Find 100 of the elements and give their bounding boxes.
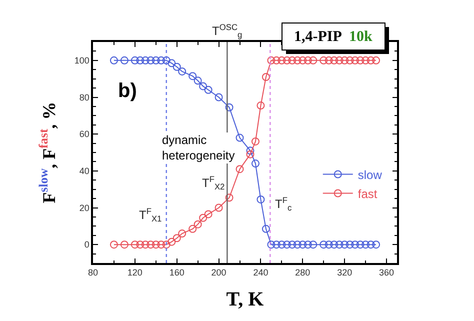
point xyxy=(330,56,338,64)
x-axis-title: T, K xyxy=(226,288,264,311)
point xyxy=(130,56,139,64)
point xyxy=(272,56,280,64)
point xyxy=(362,240,370,249)
point xyxy=(152,56,160,64)
point xyxy=(204,86,212,94)
point xyxy=(267,240,276,249)
point xyxy=(346,240,354,249)
point xyxy=(120,240,128,249)
y-tick-label: 40 xyxy=(79,166,90,176)
point xyxy=(272,240,280,249)
x-tick-label: 320 xyxy=(337,268,352,278)
x-tick-label: 200 xyxy=(211,268,226,278)
point xyxy=(157,56,166,64)
point xyxy=(256,195,265,204)
point xyxy=(293,56,302,64)
point xyxy=(168,59,176,68)
point xyxy=(262,224,270,233)
point xyxy=(288,56,296,64)
point xyxy=(282,56,291,64)
x-tick-label: 240 xyxy=(253,268,268,278)
point xyxy=(236,134,244,142)
legend-label: fast xyxy=(358,186,378,201)
y-tick-label: 0 xyxy=(84,240,90,250)
point xyxy=(324,240,333,249)
chart-title: 1,4-PIP xyxy=(294,29,342,45)
point xyxy=(178,67,186,76)
point xyxy=(214,93,223,102)
point xyxy=(293,240,302,249)
x-tick-label: 120 xyxy=(127,268,142,278)
point xyxy=(304,56,312,64)
point xyxy=(298,56,307,64)
point xyxy=(188,224,197,233)
point xyxy=(278,240,286,249)
point xyxy=(304,240,312,249)
point xyxy=(366,240,375,249)
point xyxy=(168,238,176,246)
point xyxy=(372,240,380,249)
y-tick-label: 60 xyxy=(79,129,90,140)
point xyxy=(356,56,364,64)
point xyxy=(362,56,370,64)
x-tick-label: 80 xyxy=(88,268,98,278)
point xyxy=(110,56,118,64)
point xyxy=(204,210,212,218)
point xyxy=(120,56,128,64)
point xyxy=(141,240,150,249)
point xyxy=(178,230,186,238)
point xyxy=(152,240,160,249)
point xyxy=(256,102,265,110)
point xyxy=(356,240,364,249)
point xyxy=(225,103,234,112)
point xyxy=(199,82,208,90)
point xyxy=(267,56,276,64)
point xyxy=(351,240,360,249)
y-tick-label: 100 xyxy=(74,56,90,66)
point xyxy=(320,240,328,249)
point xyxy=(335,56,344,64)
point xyxy=(194,76,202,85)
point xyxy=(157,240,166,249)
point xyxy=(309,56,318,64)
point xyxy=(372,56,380,64)
point xyxy=(141,56,150,64)
x-tick-label: 360 xyxy=(379,268,394,278)
point xyxy=(340,240,349,249)
point xyxy=(188,72,197,80)
point xyxy=(346,56,354,64)
x-tick-label: 160 xyxy=(169,268,184,278)
point xyxy=(162,56,170,64)
point xyxy=(194,220,202,228)
point xyxy=(309,240,318,249)
point xyxy=(320,56,328,64)
point xyxy=(214,204,223,212)
point xyxy=(282,240,291,249)
point xyxy=(146,56,155,64)
point xyxy=(236,165,244,174)
annotation: b) xyxy=(118,80,137,102)
point xyxy=(246,150,254,158)
point xyxy=(130,240,139,249)
point xyxy=(288,240,296,249)
point xyxy=(351,56,360,64)
point xyxy=(162,240,170,249)
point xyxy=(172,62,181,71)
legend-label: slow xyxy=(358,168,382,182)
point xyxy=(251,137,260,146)
point xyxy=(146,240,155,249)
point xyxy=(172,234,181,242)
point xyxy=(262,72,270,81)
point xyxy=(225,194,234,202)
chart-subtitle: 10k xyxy=(349,29,373,45)
point xyxy=(340,56,349,64)
point xyxy=(330,240,338,249)
point xyxy=(246,146,254,155)
point xyxy=(136,56,144,64)
point xyxy=(324,56,333,64)
point xyxy=(136,240,144,249)
point xyxy=(278,56,286,64)
point xyxy=(298,240,307,249)
y-tick-label: 20 xyxy=(79,202,90,213)
point xyxy=(366,56,375,64)
